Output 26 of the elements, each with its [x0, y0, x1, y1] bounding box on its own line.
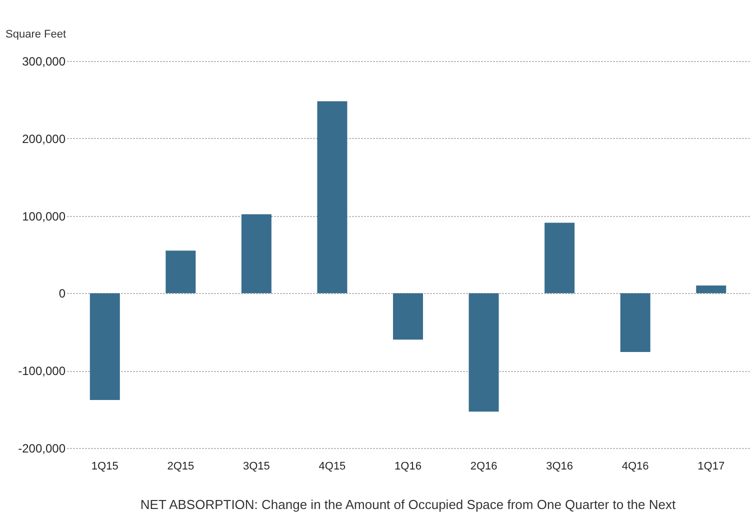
x-tick-label: 2Q16 — [470, 460, 498, 472]
y-tick-label: 300,000 — [22, 54, 66, 68]
y-axis-title: Square Feet — [6, 28, 66, 40]
text: NET ABSORPTION: Change in the Amount of Occupied Space from One Quarter to the Next — [140, 497, 676, 512]
bar — [166, 250, 196, 294]
bar — [241, 214, 272, 294]
y-tick-label: 200,000 — [22, 132, 66, 146]
x-tick-label: 3Q16 — [546, 460, 574, 472]
y-tick-label: 100,000 — [22, 209, 66, 224]
y-tick-label: 0 — [58, 286, 66, 301]
bar — [696, 285, 726, 294]
bar — [468, 293, 499, 412]
bar — [620, 293, 650, 352]
x-tick-label: 3Q15 — [242, 460, 270, 472]
x-tick-label: 1Q16 — [394, 460, 422, 472]
x-tick-label: 1Q17 — [698, 460, 725, 472]
x-tick-label: 4Q16 — [622, 460, 649, 472]
bar — [90, 293, 120, 400]
x-tick-label: 2Q15 — [167, 460, 194, 472]
bar — [544, 222, 575, 294]
bar — [317, 101, 348, 294]
y-tick-label: -200,000 — [18, 442, 66, 456]
y-tick-label: -100,000 — [18, 364, 66, 378]
x-tick-label: 4Q15 — [318, 460, 346, 472]
x-tick-label: 1Q15 — [91, 460, 118, 472]
bar — [393, 293, 423, 340]
